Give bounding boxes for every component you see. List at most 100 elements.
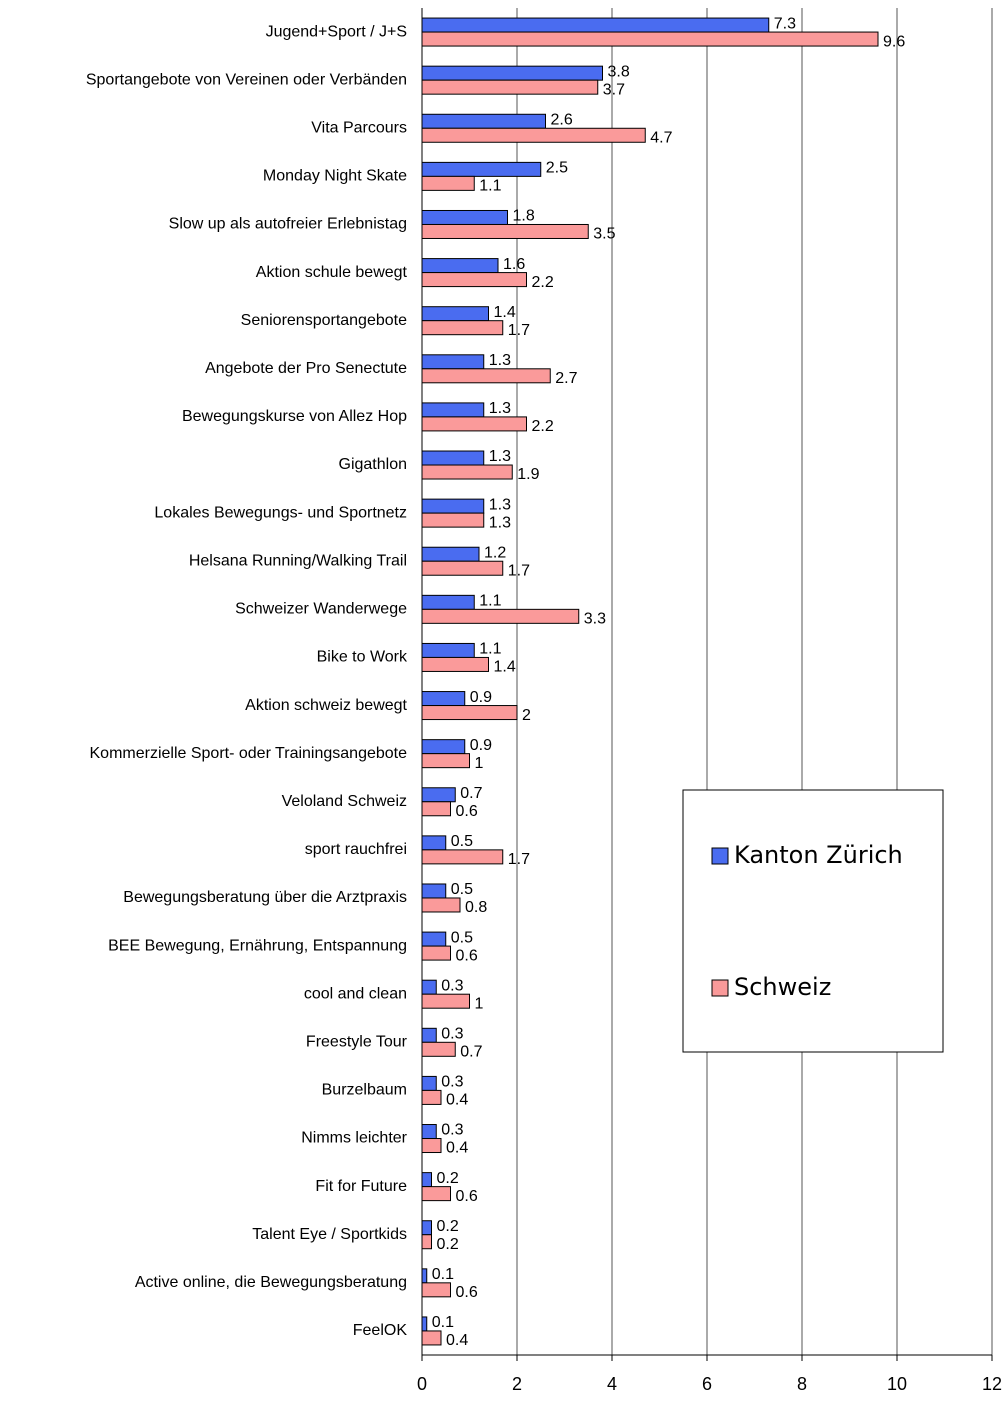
- bar: [421, 65, 603, 81]
- data-label: 1.4: [494, 659, 516, 676]
- y-tick-label: Sportangebote von Vereinen oder Verbände…: [86, 71, 407, 88]
- bar: [421, 546, 480, 562]
- data-label: 1.9: [517, 466, 539, 483]
- data-label: 0.2: [437, 1170, 459, 1187]
- bar: [421, 1316, 428, 1332]
- bar: [421, 1172, 432, 1188]
- data-label: 0.2: [437, 1218, 459, 1235]
- data-label: 0.3: [441, 1122, 463, 1139]
- bar: [421, 1027, 437, 1043]
- data-label: 0.4: [446, 1092, 468, 1109]
- data-label: 0.2: [437, 1236, 459, 1253]
- y-tick-label: Bewegungsberatung über die Arztpraxis: [123, 889, 407, 906]
- bar: [421, 17, 770, 33]
- bar: [421, 416, 527, 432]
- y-tick-label: Nimms leichter: [301, 1130, 407, 1147]
- y-tick-label: Vita Parcours: [311, 119, 407, 136]
- data-label: 1.7: [508, 562, 530, 579]
- data-label: 0.1: [432, 1314, 454, 1331]
- data-label: 1.3: [489, 352, 511, 369]
- bar: [421, 450, 485, 466]
- data-label: 0.3: [441, 1074, 463, 1091]
- bar: [421, 883, 447, 899]
- y-tick-label: Fit for Future: [315, 1178, 407, 1195]
- data-label: 1.6: [503, 256, 525, 273]
- bar: [421, 1089, 442, 1105]
- x-tick-label: 2: [512, 1374, 522, 1394]
- data-label: 2.5: [546, 160, 568, 177]
- bar: [421, 753, 470, 769]
- bar: [421, 849, 504, 865]
- bar: [421, 31, 879, 47]
- data-label: 0.7: [460, 785, 482, 802]
- y-tick-label: Aktion schule bewegt: [256, 264, 408, 281]
- legend-swatch: [711, 979, 729, 997]
- bar: [421, 691, 466, 707]
- data-label: 1.3: [489, 514, 511, 531]
- bar: [421, 512, 485, 528]
- bar: [421, 897, 461, 913]
- bar: [421, 945, 451, 961]
- x-tick-label: 4: [607, 1374, 617, 1394]
- bar: [421, 560, 504, 576]
- y-tick-label: Aktion schweiz bewegt: [245, 697, 407, 714]
- data-label: 0.6: [456, 803, 478, 820]
- data-label: 0.5: [451, 881, 473, 898]
- y-tick-label: Slow up als autofreier Erlebnistag: [169, 216, 407, 233]
- bar: [421, 209, 508, 225]
- data-label: 2.6: [551, 111, 573, 128]
- data-label: 0.6: [456, 947, 478, 964]
- bar: [421, 594, 475, 610]
- data-label: 1.3: [489, 400, 511, 417]
- data-label: 0.6: [456, 1284, 478, 1301]
- data-label: 7.3: [774, 15, 796, 32]
- x-tick-label: 8: [797, 1374, 807, 1394]
- data-label: 0.5: [451, 929, 473, 946]
- bar: [421, 175, 475, 191]
- legend-label: Kanton Zürich: [734, 841, 903, 869]
- bar: [421, 258, 499, 274]
- bar: [421, 161, 542, 177]
- y-tick-label: Schweizer Wanderwege: [235, 601, 407, 618]
- x-tick-label: 12: [982, 1374, 1002, 1394]
- y-tick-label: Angebote der Pro Senectute: [205, 360, 407, 377]
- y-tick-label: Active online, die Bewegungsberatung: [135, 1274, 407, 1291]
- bar: [421, 1330, 442, 1346]
- data-label: 2.2: [532, 418, 554, 435]
- data-label: 0.8: [465, 899, 487, 916]
- bar: [421, 498, 485, 514]
- y-tick-label: Bewegungskurse von Allez Hop: [182, 408, 407, 425]
- data-label: 1.3: [489, 496, 511, 513]
- data-label: 1: [475, 995, 484, 1012]
- data-label: 3.8: [608, 63, 630, 80]
- y-tick-label: Gigathlon: [339, 456, 408, 473]
- data-label: 0.9: [470, 689, 492, 706]
- bar: [421, 787, 456, 803]
- bar: [421, 368, 551, 384]
- data-label: 4.7: [650, 129, 672, 146]
- data-label: 0.7: [460, 1044, 482, 1061]
- y-tick-label: Helsana Running/Walking Trail: [189, 552, 407, 569]
- x-tick-label: 0: [417, 1374, 427, 1394]
- legend-box: [682, 789, 944, 1053]
- y-tick-label: sport rauchfrei: [305, 841, 407, 858]
- data-label: 1.2: [484, 544, 506, 561]
- bar: [421, 1075, 437, 1091]
- bar: [421, 1234, 432, 1250]
- legend-swatch: [711, 847, 729, 865]
- data-label: 9.6: [883, 33, 905, 50]
- y-tick-label: Bike to Work: [317, 649, 408, 666]
- bar: [421, 931, 447, 947]
- bar: [421, 127, 646, 143]
- y-tick-label: Lokales Bewegungs- und Sportnetz: [154, 504, 407, 521]
- data-label: 0.1: [432, 1266, 454, 1283]
- bar: [421, 113, 546, 129]
- data-label: 1.1: [479, 178, 501, 195]
- y-tick-label: Kommerzielle Sport- oder Trainingsangebo…: [90, 745, 408, 762]
- bar: [421, 1041, 456, 1057]
- bar: [421, 320, 504, 336]
- bar: [421, 272, 527, 288]
- bar: [421, 402, 485, 418]
- y-tick-label: cool and clean: [304, 985, 407, 1002]
- y-tick-label: Veloland Schweiz: [282, 793, 407, 810]
